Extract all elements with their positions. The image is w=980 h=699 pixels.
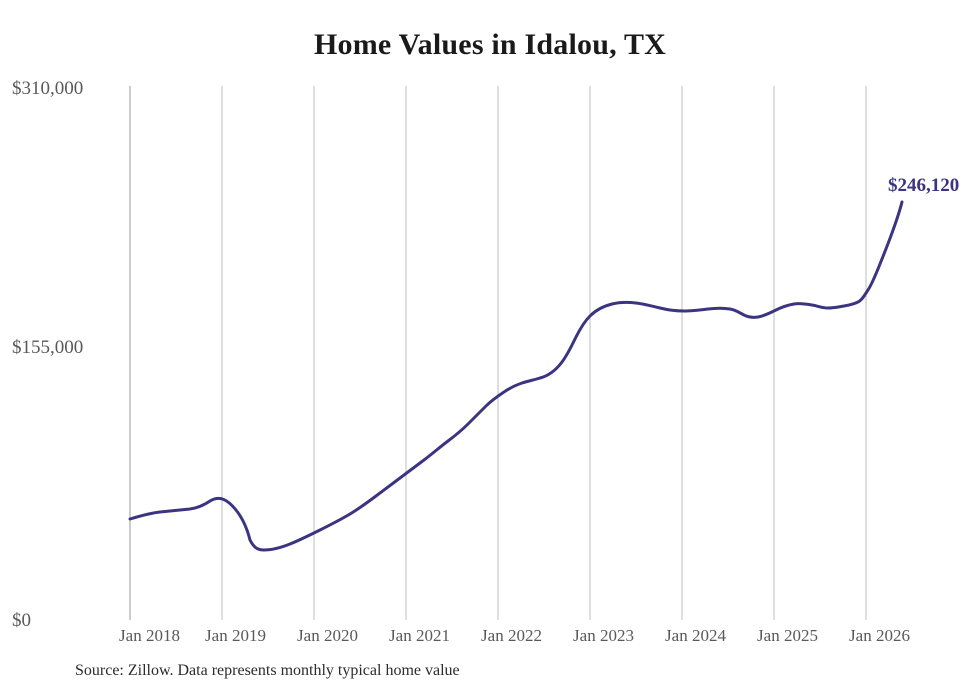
plot-area: $310,000 $155,000 $0 Jan 2018 Jan 2019 J… bbox=[0, 0, 980, 699]
chart-container: Home Values in Idalou, TX $310,000 $155,… bbox=[0, 0, 980, 699]
chart-svg bbox=[0, 0, 980, 699]
source-text: Source: Zillow. Data represents monthly … bbox=[75, 662, 460, 680]
